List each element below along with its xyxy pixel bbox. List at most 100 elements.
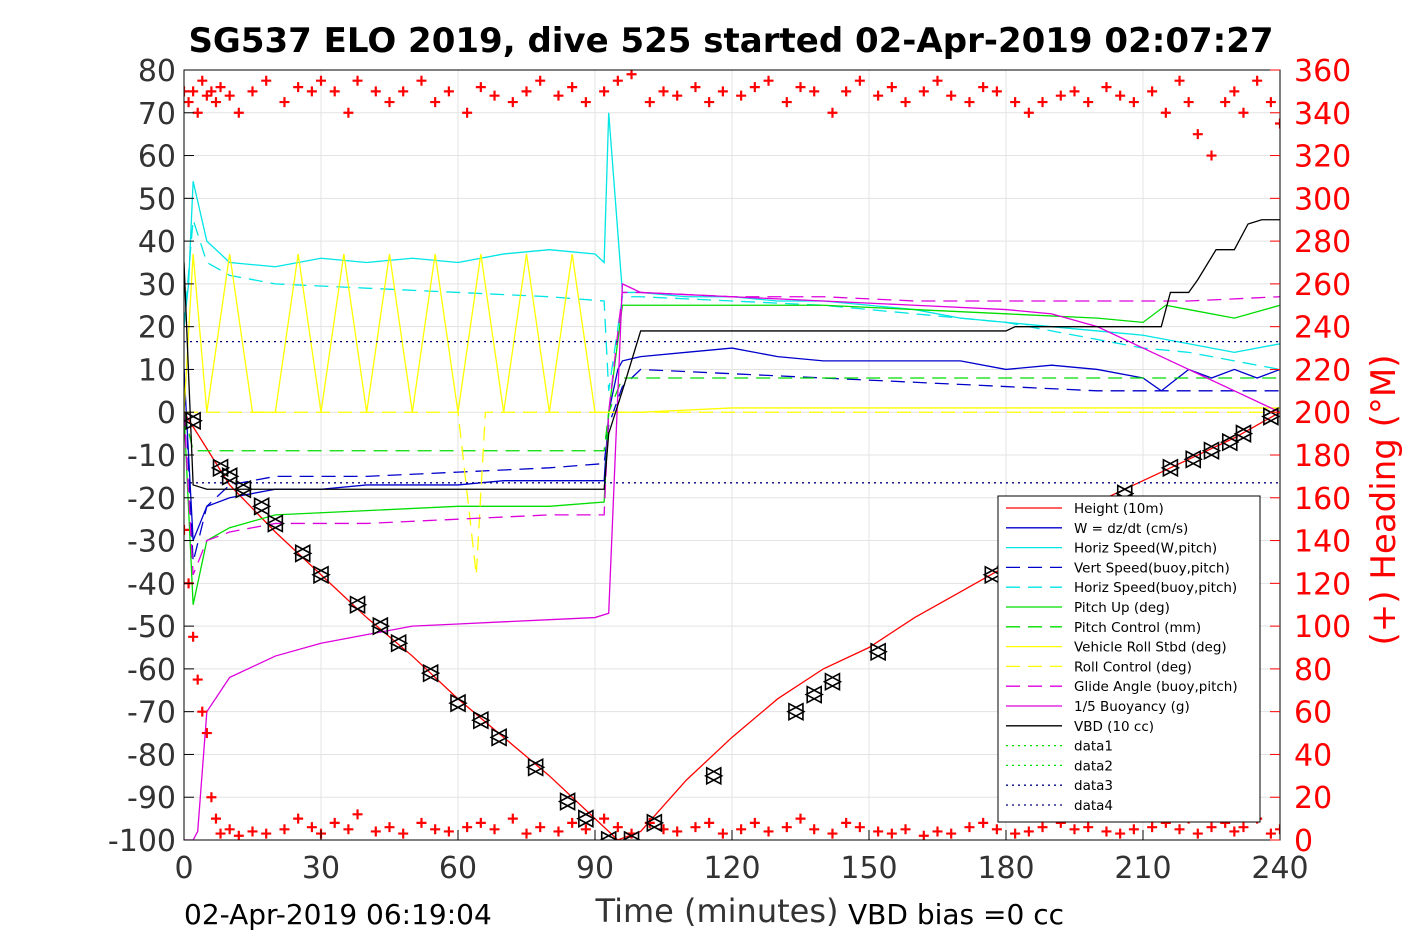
heading-marker xyxy=(946,90,957,101)
heading-marker xyxy=(672,90,683,101)
heading-marker xyxy=(1220,97,1231,108)
depth-marker xyxy=(1160,458,1179,478)
right-tick-label: 0 xyxy=(1294,824,1313,859)
legend-label: Height (10m) xyxy=(1074,501,1164,517)
heading-marker xyxy=(841,86,852,97)
heading-marker xyxy=(416,75,427,86)
y-tick-label: -90 xyxy=(127,781,176,816)
heading-marker xyxy=(599,86,610,97)
right-tick-label: 100 xyxy=(1294,610,1351,645)
heading-marker xyxy=(841,817,852,828)
heading-marker xyxy=(1265,97,1276,108)
y-tick-label: -20 xyxy=(127,482,176,517)
depth-marker xyxy=(489,727,507,747)
right-tick-label: 260 xyxy=(1294,268,1351,303)
heading-marker xyxy=(192,107,203,118)
heading-marker xyxy=(672,826,683,837)
depth-marker xyxy=(576,809,594,828)
heading-marker xyxy=(1083,97,1094,108)
heading-marker xyxy=(201,728,212,739)
heading-marker xyxy=(781,822,792,833)
heading-marker xyxy=(704,817,715,828)
x-tick-label: 90 xyxy=(576,851,614,886)
x-tick-label: 60 xyxy=(439,851,477,886)
heading-marker xyxy=(489,90,500,101)
heading-marker xyxy=(1010,97,1021,108)
legend-label: 1/5 Buoyancy (g) xyxy=(1074,699,1190,715)
heading-marker xyxy=(873,90,884,101)
heading-marker xyxy=(416,817,427,828)
heading-marker xyxy=(1147,86,1158,97)
right-tick-label: 140 xyxy=(1294,525,1351,560)
depth-marker xyxy=(311,565,329,585)
y-tick-label: 80 xyxy=(138,54,176,89)
heading-marker xyxy=(443,86,454,97)
depth-marker xyxy=(557,792,576,811)
heading-marker xyxy=(1238,822,1249,833)
series-line xyxy=(184,219,1280,391)
legend-label: Vert Speed(buoy,pitch) xyxy=(1074,560,1230,576)
x-tick-label: 0 xyxy=(174,851,193,886)
heading-marker xyxy=(521,828,532,839)
heading-marker xyxy=(580,97,591,108)
heading-marker xyxy=(233,107,244,118)
heading-marker xyxy=(886,828,897,839)
heading-marker xyxy=(197,706,208,717)
heading-marker xyxy=(475,82,486,93)
heading-marker xyxy=(1174,824,1185,835)
y-tick-label: 50 xyxy=(138,182,176,217)
legend-box xyxy=(997,495,1261,823)
depth-marker xyxy=(370,616,389,636)
y-tick-label: -50 xyxy=(127,610,176,645)
heading-marker xyxy=(690,822,701,833)
heading-marker xyxy=(763,75,774,86)
heading-marker xyxy=(644,97,655,108)
heading-marker xyxy=(215,82,226,93)
right-tick-label: 160 xyxy=(1294,482,1351,517)
heading-marker xyxy=(261,828,272,839)
heading-marker xyxy=(795,813,806,824)
series-line xyxy=(184,219,1280,490)
x-tick-label: 120 xyxy=(703,851,760,886)
depth-marker xyxy=(471,710,489,730)
heading-marker xyxy=(197,75,208,86)
heading-marker xyxy=(918,86,929,97)
right-tick-label: 180 xyxy=(1294,439,1351,474)
heading-marker xyxy=(809,824,820,835)
heading-marker xyxy=(612,75,623,86)
heading-marker xyxy=(430,824,441,835)
x-tick-label: 210 xyxy=(1114,851,1171,886)
heading-marker xyxy=(1010,828,1021,839)
heading-marker xyxy=(184,97,194,108)
heading-marker xyxy=(384,822,395,833)
heading-marker xyxy=(1055,90,1066,101)
heading-marker xyxy=(535,822,546,833)
heading-marker xyxy=(535,75,546,86)
right-tick-label: 220 xyxy=(1294,353,1351,388)
heading-marker xyxy=(210,97,221,108)
heading-marker xyxy=(1160,107,1171,118)
heading-marker xyxy=(612,822,623,833)
y-tick-label: -30 xyxy=(127,525,176,560)
legend: Height (10m) W = dz/dt (cm/s) Horiz Speed(… xyxy=(997,495,1261,823)
heading-marker xyxy=(567,82,578,93)
legend-label: Roll Control (deg) xyxy=(1074,659,1192,675)
heading-marker xyxy=(184,524,189,535)
depth-marker xyxy=(448,693,466,713)
heading-marker xyxy=(1147,822,1158,833)
heading-marker xyxy=(370,86,381,97)
x-tick-label: 240 xyxy=(1251,851,1308,886)
heading-marker xyxy=(854,822,865,833)
chart-title: SG537 ELO 2019, dive 525 started 02-Apr-… xyxy=(188,21,1273,61)
depth-marker xyxy=(868,642,886,662)
right-axis-label: (+) Heading (°M) xyxy=(1364,355,1404,646)
legend-label: Horiz Speed(buoy,pitch) xyxy=(1074,580,1237,596)
heading-marker xyxy=(1023,826,1034,837)
vbd-bias-note: VBD bias =0 cc xyxy=(848,898,1064,931)
heading-marker xyxy=(462,107,473,118)
heading-marker xyxy=(293,813,304,824)
heading-marker xyxy=(964,97,975,108)
y-tick-label: 10 xyxy=(138,353,176,388)
heading-marker xyxy=(1101,82,1112,93)
heading-marker xyxy=(991,824,1002,835)
